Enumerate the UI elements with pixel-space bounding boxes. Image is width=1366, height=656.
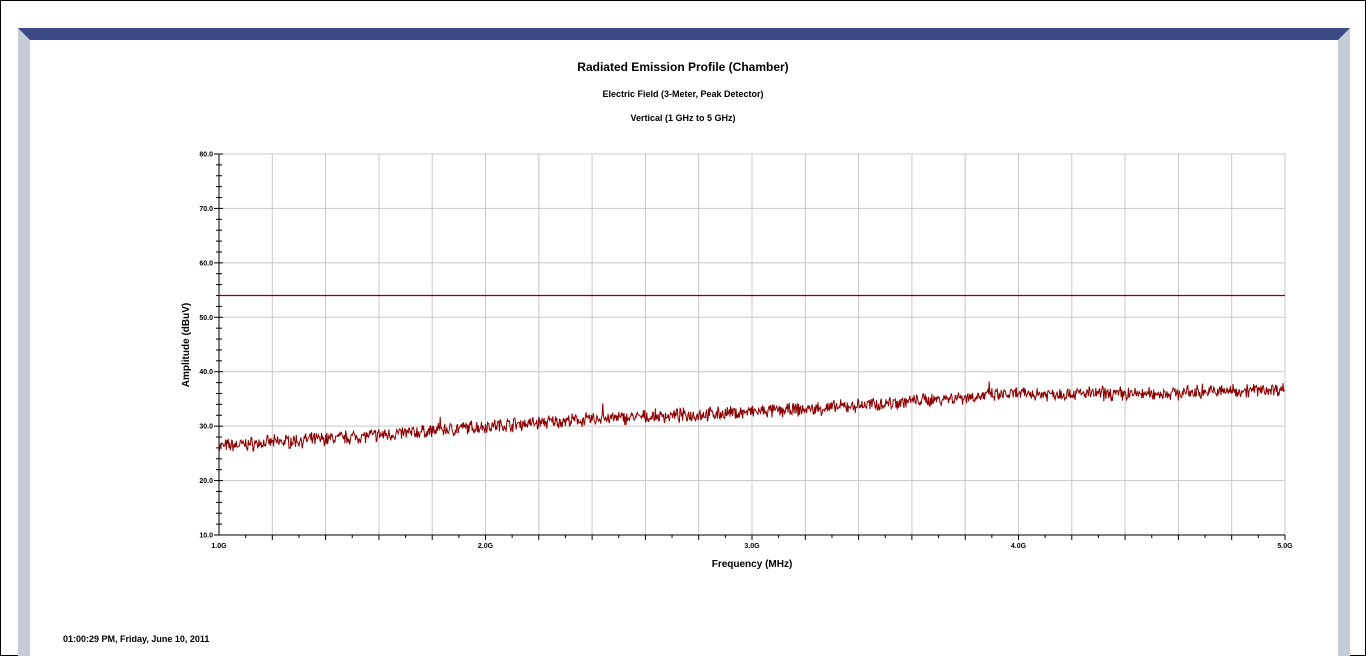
y-tick-label: 40.0	[199, 369, 213, 376]
chart-title: Radiated Emission Profile (Chamber)	[577, 60, 788, 74]
plot-area: 10.0 20.0 30.0 40.0 50.0 60.0 70.0 80.0 1.0G 2.0…	[199, 152, 1293, 551]
x-tick-label: 3.0G	[744, 543, 760, 550]
x-axis-title: Frequency (MHz)	[712, 559, 793, 570]
y-tick-label: 80.0	[199, 152, 213, 159]
emission-trace	[218, 381, 1286, 453]
bevel-top	[18, 28, 1350, 40]
y-tick-label: 10.0	[199, 533, 213, 540]
y-tick-label: 70.0	[199, 206, 213, 213]
x-tick-label: 5.0G	[1277, 543, 1293, 550]
chart-subtitle-2: Vertical (1 GHz to 5 GHz)	[630, 113, 735, 123]
y-tick-labels: 10.0 20.0 30.0 40.0 50.0 60.0 70.0 80.0	[199, 152, 213, 540]
y-tick-label: 20.0	[199, 478, 213, 485]
timestamp: 01:00:29 PM, Friday, June 10, 2011	[63, 634, 209, 644]
x-tick-label: 4.0G	[1011, 543, 1027, 550]
y-tick-label: 30.0	[199, 424, 213, 431]
y-tick-label: 60.0	[199, 260, 213, 267]
x-tick-labels: 1.0G 2.0G 3.0G 4.0G 5.0G	[211, 543, 1293, 550]
x-tick-label: 2.0G	[478, 543, 494, 550]
series-layer	[218, 294, 1286, 453]
y-tick-label: 50.0	[199, 315, 213, 322]
grid-lines	[219, 153, 1286, 535]
x-tick-label: 1.0G	[211, 543, 227, 550]
y-axis-title: Amplitude (dBuV)	[181, 303, 192, 387]
chart-subtitle: Electric Field (3-Meter, Peak Detector)	[602, 89, 763, 99]
